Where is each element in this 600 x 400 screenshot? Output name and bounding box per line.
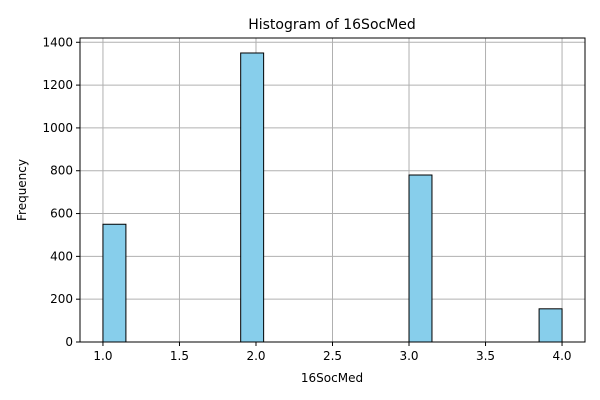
histogram-bar-3 <box>408 174 433 343</box>
x-tick-label: 2.0 <box>246 349 265 363</box>
x-tick-label: 3.0 <box>399 349 418 363</box>
x-tick-label: 3.5 <box>476 349 495 363</box>
histogram-bar-4 <box>538 308 563 343</box>
x-axis-ticks: 1.0 1.5 2.0 2.5 3.0 3.5 4.0 <box>93 342 572 363</box>
y-tick-label: 1400 <box>42 35 73 49</box>
histogram-bars <box>102 52 563 343</box>
y-tick-label: 600 <box>50 207 73 221</box>
grid-lines <box>80 38 585 343</box>
x-axis-label: 16SocMed <box>301 371 363 385</box>
x-tick-label: 2.5 <box>323 349 342 363</box>
histogram-bar-2 <box>240 52 265 343</box>
x-tick-label: 1.5 <box>170 349 189 363</box>
y-tick-label: 800 <box>50 164 73 178</box>
y-tick-label: 400 <box>50 249 73 263</box>
histogram-bar-1 <box>102 223 127 343</box>
chart-title: Histogram of 16SocMed <box>248 17 416 33</box>
x-tick-label: 4.0 <box>552 349 571 363</box>
y-axis-label: Frequency <box>15 159 29 221</box>
y-tick-label: 1200 <box>42 78 73 92</box>
y-tick-label: 1000 <box>42 121 73 135</box>
y-tick-label: 0 <box>65 335 73 349</box>
x-tick-label: 1.0 <box>93 349 112 363</box>
y-axis-ticks: 0 200 400 600 800 1000 1200 1400 <box>42 35 80 349</box>
y-tick-label: 200 <box>50 292 73 306</box>
